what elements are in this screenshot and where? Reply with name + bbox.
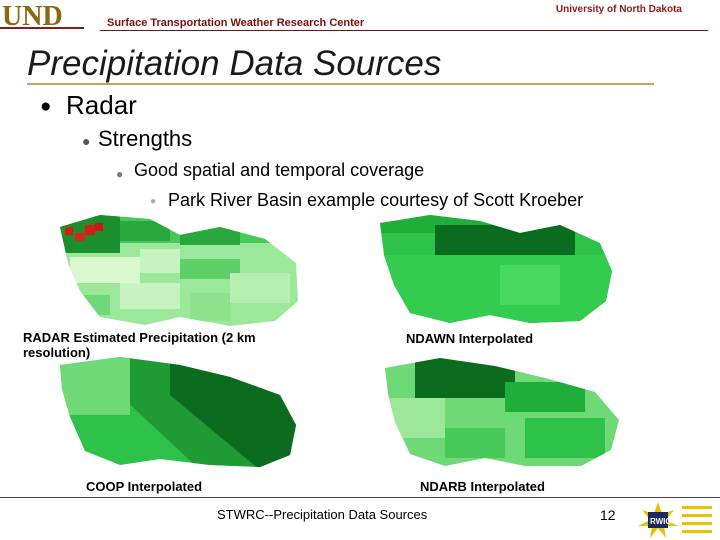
radar-map-caption: RADAR Estimated Precipitation (2 km reso…: [23, 330, 256, 360]
radar-precip-map: [60, 215, 298, 326]
und-logo: UND: [0, 1, 84, 30]
title-underline: [27, 83, 654, 85]
coop-interpolated-map: [60, 357, 296, 467]
bullet-dot-icon: ●: [116, 167, 124, 181]
bullet-level4: Park River Basin example courtesy of Sco…: [168, 190, 584, 210]
footer-text: STWRC--Precipitation Data Sources: [217, 507, 428, 522]
svg-text:RWIC: RWIC: [650, 517, 671, 526]
bullet-level3: Good spatial and temporal coverage: [134, 160, 425, 180]
bullet-level2: Strengths: [98, 126, 193, 151]
slide-title: Precipitation Data Sources: [27, 44, 442, 83]
ndawn-map-caption: NDAWN Interpolated: [406, 331, 534, 346]
bullet-dot-icon: ●: [150, 196, 157, 207]
header-divider: [100, 30, 708, 31]
bullet-dot-icon: ●: [40, 96, 52, 117]
svg-text:UND: UND: [2, 1, 63, 30]
page-number: 12: [600, 507, 616, 523]
ndarb-map-caption: NDARB Interpolated: [420, 479, 545, 494]
university-name: University of North Dakota: [555, 4, 682, 15]
bullet-dot-icon: ●: [82, 133, 91, 149]
rwic-logo: RWIC: [638, 502, 712, 538]
bullet-level1: Radar: [66, 90, 137, 120]
center-name: Surface Transportation Weather Research …: [107, 17, 365, 29]
ndawn-interpolated-map: [380, 215, 612, 323]
ndarb-interpolated-map: [385, 358, 619, 466]
coop-map-caption: COOP Interpolated: [86, 479, 203, 494]
footer-divider: [0, 497, 720, 498]
